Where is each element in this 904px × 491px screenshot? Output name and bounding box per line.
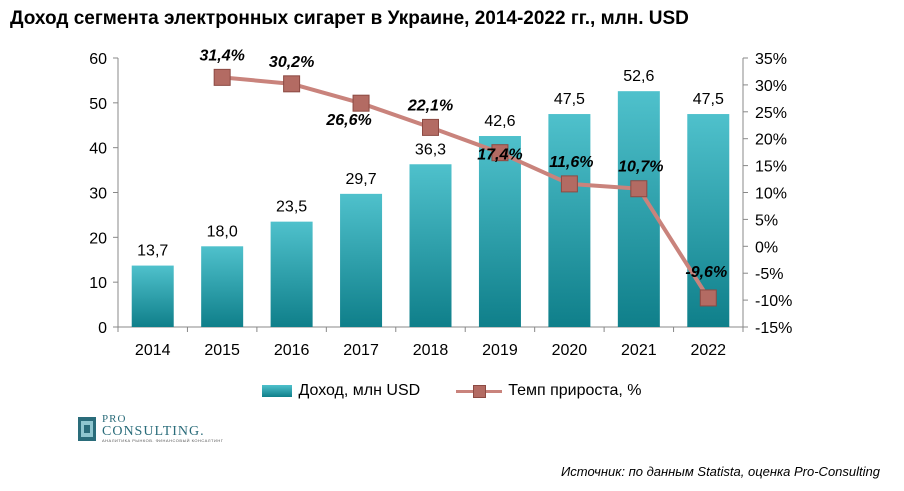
chart-title: Доход сегмента электронных сигарет в Укр… [10,8,689,29]
growth-line [221,75,710,300]
x-tick-label: 2019 [482,342,518,359]
y-left-tick-label: 50 [89,96,107,113]
y-right-tick-label: -15% [755,320,792,337]
x-tick-label: 2021 [621,342,657,359]
y-left-tick-label: 0 [98,320,107,337]
y-right-tick-label: -5% [755,266,783,283]
x-tick-label: 2015 [204,342,240,359]
x-tick-label: 2014 [135,342,171,359]
x-tick-label: 2017 [343,342,379,359]
bar-value-label: 47,5 [554,91,585,108]
growth-marker-2016 [283,75,301,93]
chart-area: 0 10 20 30 40 50 60 -15% -10% -5% 0% 5% 10% 15% 20% 25%… [89,47,792,359]
company-logo: PRO CONSULTING. АНАЛИТИКА РЫНКОВ. ФИНАНС… [78,414,223,443]
growth-marker-2017 [352,94,370,112]
bar-value-label: 47,5 [693,91,724,108]
growth-marker-2021 [630,180,648,198]
bar-2020 [548,114,591,328]
y-right-tick-label: 0% [755,239,778,256]
bar-value-label: 52,6 [623,68,654,85]
y-right-tick-label: 15% [755,159,787,176]
bar-value-label: 42,6 [484,113,515,130]
y-left-tick-label: 20 [89,230,107,247]
bar-value-label: 23,5 [276,199,307,216]
bar-2017 [340,193,383,327]
growth-value-label: 11,6% [549,154,593,171]
growth-marker-2015 [213,68,231,86]
legend-bars-label: Доход, млн USD [298,382,421,399]
y-left-tick-label: 60 [89,51,107,68]
bar-2018 [409,164,452,327]
growth-marker-2022 [699,289,717,307]
legend-line-swatch [456,384,503,398]
growth-value-label: 26,6% [325,112,371,129]
logo-tagline: АНАЛИТИКА РЫНКОВ. ФИНАНСОВЫЙ КОНСАЛТИНГ [102,438,224,443]
growth-marker-2019 [491,144,509,162]
growth-value-label: -9,6% [685,264,727,281]
growth-value-label: 30,2% [269,54,314,71]
growth-value-label: 17,4% [477,147,522,164]
logo-emblem-icon [78,416,96,441]
legend-item-line: Темп прироста, % [456,382,642,400]
bar-value-label: 29,7 [345,171,376,188]
y-left-tick-label: 40 [89,141,107,158]
legend-bar-swatch [262,385,293,397]
growth-value-label: 10,7% [618,159,663,176]
bar-value-label: 18,0 [207,223,238,240]
x-tick-label: 2020 [552,342,588,359]
y-right-tick-label: 35% [755,51,787,68]
y-right-tick-label: 10% [755,186,787,203]
y-right-tick-label: 5% [755,212,778,229]
logo-pro-text: PRO [102,413,127,425]
growth-value-label: 22,1% [407,97,453,114]
bar-2016 [270,221,313,327]
y-right-tick-label: -10% [755,293,792,310]
legend-line-label: Темп прироста, % [508,382,642,399]
y-right-tick-label: 20% [755,132,787,149]
growth-marker-2018 [422,118,439,136]
y-left-tick-label: 10 [89,275,107,292]
y-right-tick-label: 25% [755,105,787,122]
bar-value-label: 36,3 [415,141,446,158]
source-note: Источник: по данным Statista, оценка Pro… [560,464,880,479]
bar-2015 [201,246,244,327]
growth-marker-2020 [560,175,578,193]
x-tick-label: 2022 [690,342,726,359]
y-right-tick-label: 30% [755,78,787,95]
legend-item-bars: Доход, млн USD [262,382,420,400]
y-left-tick-label: 30 [89,186,107,203]
bar-2019 [478,136,521,327]
bar-2014 [131,265,174,327]
x-tick-label: 2018 [413,342,449,359]
x-tick-label: 2016 [274,342,310,359]
legend: Доход, млн USD Темп прироста, % [0,382,904,400]
logo-name-text: CONSULTING. [102,424,205,439]
growth-value-label: 31,4% [199,47,244,64]
bar-value-label: 13,7 [137,243,168,260]
